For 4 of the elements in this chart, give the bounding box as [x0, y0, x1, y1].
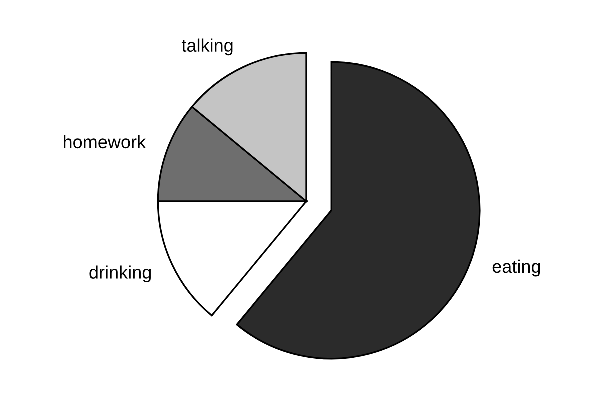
- slice-label: homework: [64, 135, 146, 149]
- slice-label: talking: [182, 38, 233, 56]
- slice-label: eating: [492, 260, 540, 277]
- slice-label: drinking: [90, 266, 152, 283]
